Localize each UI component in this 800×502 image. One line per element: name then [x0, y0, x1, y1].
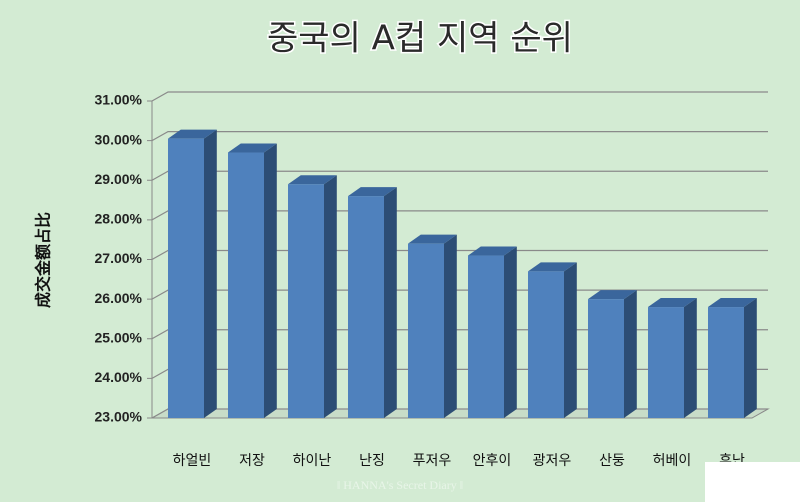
y-tick-label: 29.00% — [95, 171, 143, 187]
bar-side — [384, 187, 397, 418]
bar — [408, 243, 444, 418]
bar-side — [624, 290, 637, 418]
bar-top — [648, 298, 697, 308]
x-tick-label: 하이난 — [293, 453, 332, 469]
bar-top — [408, 234, 457, 244]
bar-top — [468, 246, 517, 256]
y-tick-label: 27.00% — [95, 250, 143, 266]
bar — [228, 152, 264, 418]
watermark: ‖ HANNA's Secret Diary ‖ — [337, 478, 463, 492]
bar — [468, 255, 504, 418]
bar — [528, 271, 564, 418]
x-tick-label: 저장 — [239, 453, 265, 469]
bar-top — [228, 143, 277, 153]
bar — [348, 196, 384, 418]
y-tick-label: 24.00% — [95, 369, 143, 385]
cover-box — [705, 462, 800, 502]
x-tick-label: 허베이 — [653, 453, 692, 469]
bar-side — [204, 129, 217, 419]
x-tick-label: 안후이 — [473, 453, 512, 469]
x-tick-label: 광저우 — [533, 453, 572, 469]
bar-top — [168, 129, 217, 139]
bar-side — [264, 143, 277, 418]
bar-side — [564, 262, 577, 418]
grid-line — [151, 131, 768, 142]
y-tick-label: 31.00% — [95, 92, 143, 108]
y-tick-label: 23.00% — [95, 409, 143, 425]
bar-top — [528, 262, 577, 272]
chart-title: 중국의 A컵 지역 순위 — [267, 19, 573, 59]
bar-top — [588, 290, 637, 300]
x-tick-label: 난징 — [359, 453, 385, 469]
bar-side — [684, 298, 697, 418]
y-tick-label: 28.00% — [95, 211, 143, 227]
bar-side — [444, 234, 457, 418]
bar — [288, 184, 324, 418]
grid-line — [151, 91, 768, 102]
bar-side — [504, 246, 517, 418]
bar-side — [744, 298, 757, 418]
x-tick-label: 하얼빈 — [173, 453, 212, 469]
bar — [588, 299, 624, 418]
y-tick-label: 25.00% — [95, 329, 143, 345]
y-tick-label: 26.00% — [95, 290, 143, 306]
bar-top — [288, 175, 337, 185]
bar — [708, 307, 744, 418]
bar — [648, 307, 684, 418]
y-axis-title: 成交金额占比 — [34, 212, 53, 308]
x-tick-label: 푸저우 — [413, 453, 452, 469]
bar-side — [324, 175, 337, 418]
bar-top — [708, 298, 757, 308]
bar-top — [348, 187, 397, 197]
x-tick-label: 산둥 — [599, 453, 625, 469]
y-tick-label: 30.00% — [95, 131, 143, 147]
bar — [168, 138, 204, 419]
